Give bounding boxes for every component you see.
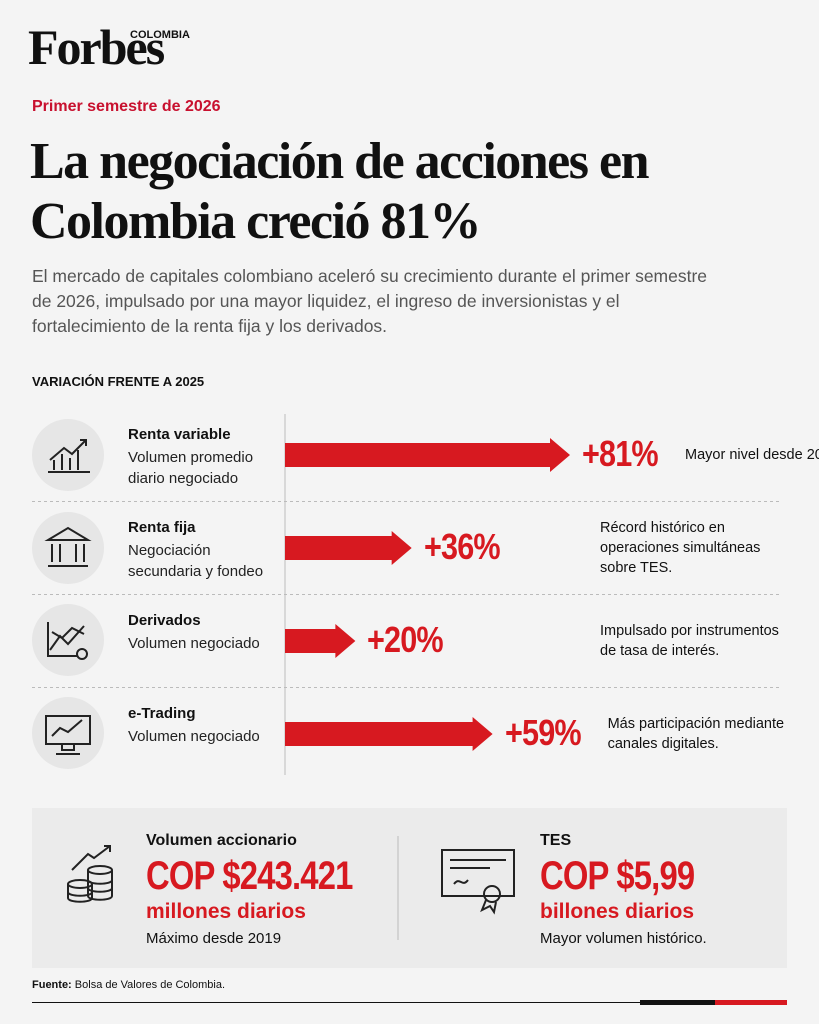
value-label: +81%	[582, 433, 659, 474]
chart-title: VARIACIÓN FRENTE A 2025	[32, 374, 205, 389]
arrow	[285, 531, 412, 565]
arrow	[285, 717, 493, 751]
note: Impulsado por instrumentos de tasa de in…	[600, 623, 779, 659]
category-desc: Negociación secundaria y fondeo	[128, 542, 264, 580]
rule	[32, 1002, 640, 1003]
subtitle: El mercado de capitales colombiano acele…	[32, 266, 708, 336]
note: Mayor nivel desde 2019.	[685, 447, 819, 463]
arrow	[285, 438, 570, 472]
stat-note: Máximo desde 2019	[146, 930, 282, 947]
stat-title: Volumen accionario	[146, 832, 297, 849]
arrow	[285, 624, 356, 658]
title: La negociación de acciones en Colombia c…	[30, 133, 650, 250]
value-label: +20%	[367, 619, 444, 660]
chart	[32, 414, 780, 775]
category: Renta variable	[128, 426, 231, 443]
value-label: +36%	[423, 526, 501, 567]
kicker: Primer semestre de 2026	[32, 98, 221, 115]
source-text: Bolsa de Valores de Colombia.	[74, 979, 226, 991]
stats-box: Volumen accionario COP $243.421 millones…	[32, 808, 787, 968]
stat-unit: millones diarios	[146, 900, 306, 923]
stat-value: COP $243.421	[146, 854, 353, 898]
stat-unit: billones diarios	[540, 900, 695, 923]
category: e-Trading	[128, 705, 196, 722]
note: Más participación mediante canales digit…	[607, 716, 785, 752]
category-desc: Volumen promedio diario negociado	[128, 449, 254, 487]
stat-value: COP $5,99	[540, 854, 695, 898]
stat-note: Mayor volumen histórico.	[540, 930, 707, 947]
edition: COLOMBIA	[130, 29, 190, 41]
rule-red	[715, 1000, 787, 1005]
category-desc: Volumen negociado	[128, 728, 260, 745]
source: Fuente: Bolsa de Valores de Colombia.	[32, 979, 225, 991]
stats-icons	[67, 836, 515, 940]
category: Renta fija	[128, 519, 196, 536]
category: Derivados	[128, 612, 201, 629]
source-label: Fuente:	[32, 979, 72, 991]
stat-title: TES	[540, 832, 572, 849]
category-desc: Volumen negociado	[128, 635, 260, 652]
rule-dark	[640, 1000, 715, 1005]
note: Récord histórico en operaciones simultán…	[600, 520, 761, 576]
value-label: +59%	[504, 712, 582, 753]
icons	[32, 419, 104, 769]
brand: Forbes	[28, 19, 165, 75]
